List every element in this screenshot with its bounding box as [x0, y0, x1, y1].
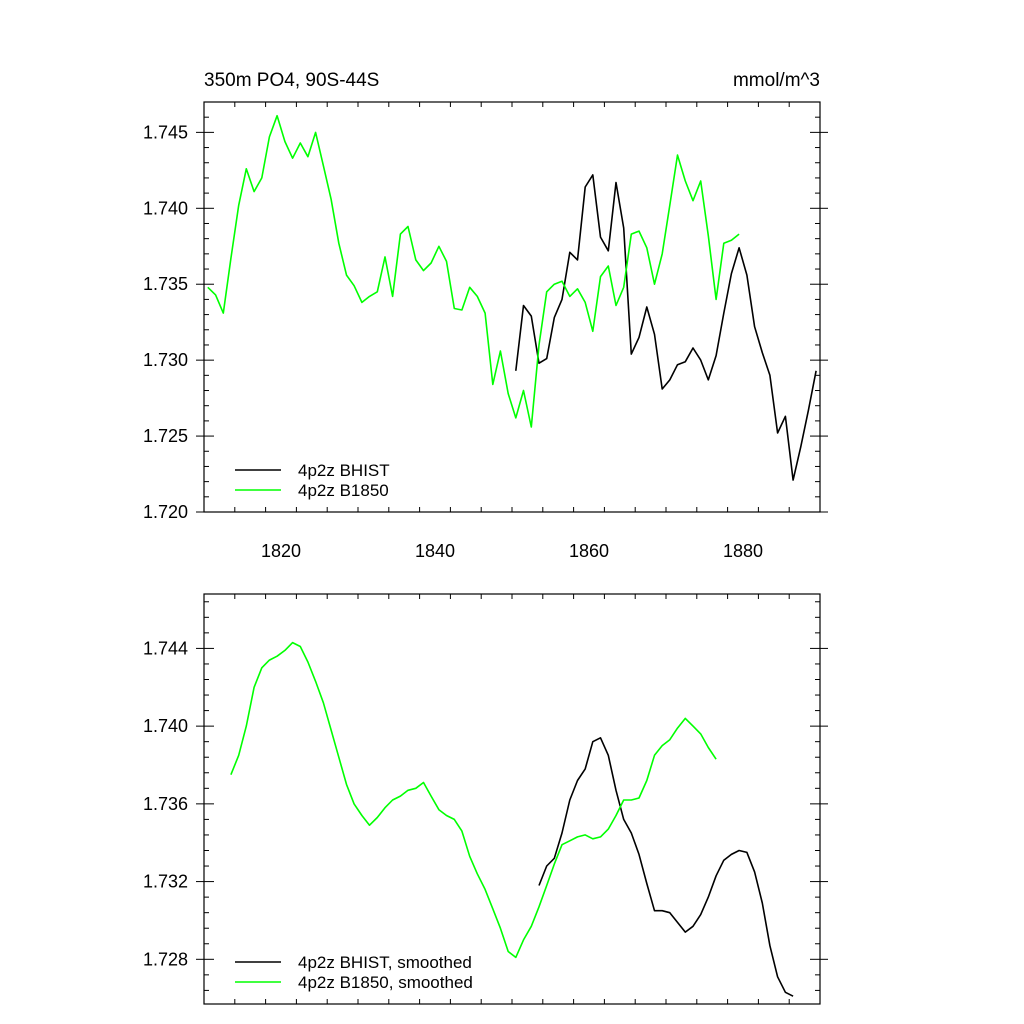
series-line-bhist [515, 174, 817, 481]
y-tick-label: 1.744 [143, 638, 188, 658]
y-tick-label: 1.735 [143, 274, 188, 294]
chart-units-label: mmol/m^3 [733, 70, 820, 91]
axis-ticks [196, 101, 828, 513]
y-tick-label: 1.740 [143, 716, 188, 736]
x-tick-label: 1860 [569, 541, 609, 561]
x-tick-label: 1840 [415, 541, 455, 561]
legend-label: 4p2z B1850 [298, 481, 389, 500]
x-tick-label: 1880 [723, 541, 763, 561]
series-layer [230, 641, 794, 997]
axis-tick-labels: 1.728 1.732 1.736 1.740 1.744 [143, 638, 188, 969]
chart-title-left: 350m PO4, 90S-44S [204, 70, 379, 91]
chart-panel-top: 350m PO4, 90S-44S mmol/m^3 1.7201.7251.7… [143, 70, 828, 561]
y-tick-label: 1.745 [143, 122, 188, 142]
series-line-b1850 [207, 114, 740, 428]
series-layer [207, 114, 817, 481]
y-tick-label: 1.720 [143, 502, 188, 522]
y-tick-label: 1.730 [143, 350, 188, 370]
plot-frame [203, 593, 821, 1005]
series-line-bhist [538, 736, 794, 997]
axis-ticks [196, 594, 828, 1004]
legend-label: 4p2z BHIST, smoothed [298, 953, 472, 972]
y-tick-label: 1.732 [143, 872, 188, 892]
y-tick-label: 1.728 [143, 949, 188, 969]
series-line-b1850 [230, 641, 717, 959]
y-tick-label: 1.725 [143, 426, 188, 446]
chart-panel-bottom: 1.728 1.732 1.736 1.740 1.744 4p2z BHIST, sm… [143, 593, 828, 1005]
axis-tick-labels: 1.720 1.725 1.730 1.735 1.740 1.745 1820 1840 18… [143, 122, 763, 561]
y-tick-label: 1.736 [143, 794, 188, 814]
plot-frame [203, 101, 821, 513]
legend-label: 4p2z B1850, smoothed [298, 973, 473, 992]
x-tick-label: 1820 [261, 541, 301, 561]
legend-label: 4p2z BHIST [298, 461, 390, 480]
y-tick-label: 1.740 [143, 198, 188, 218]
